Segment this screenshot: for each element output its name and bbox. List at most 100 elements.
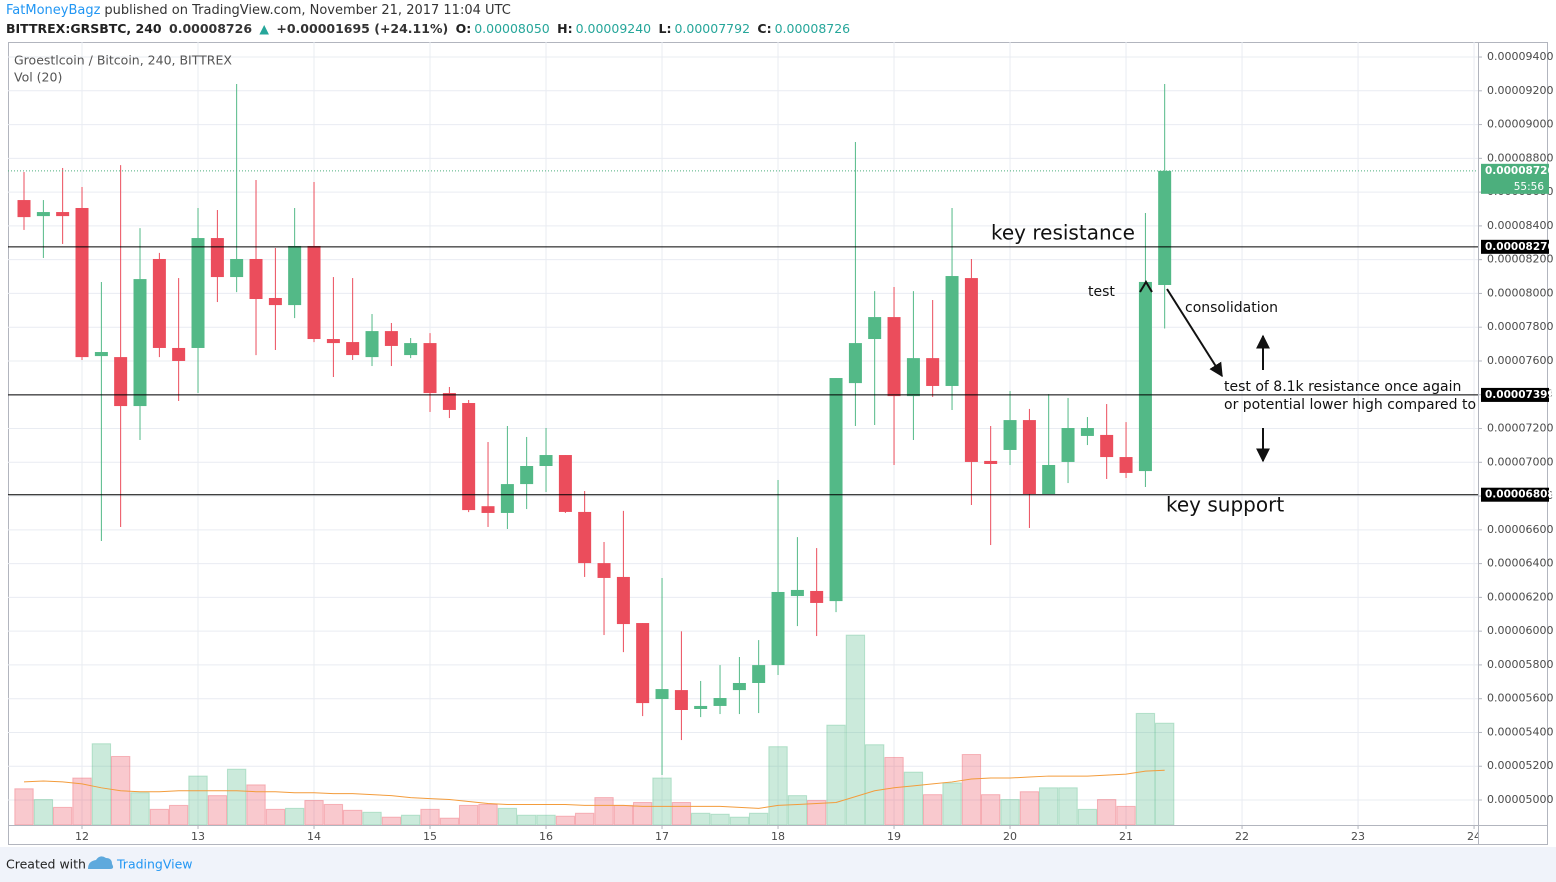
legend: Groestlcoin / Bitcoin, 240, BITTREX <box>14 53 232 68</box>
last-price-label: 0.00008726 <box>1485 165 1555 177</box>
level-tag <box>1481 487 1549 502</box>
candle-body <box>404 343 418 356</box>
footer-brand[interactable]: TradingView <box>116 857 193 872</box>
candle-body <box>423 343 437 394</box>
volume-bar <box>768 746 788 825</box>
candle-body <box>1100 434 1114 458</box>
volume-bar <box>980 794 1001 825</box>
candle-body <box>249 258 263 300</box>
candle-body <box>75 207 89 358</box>
candle-body <box>964 278 978 462</box>
c-label: C: <box>757 21 772 36</box>
volume-bar <box>1096 799 1117 825</box>
volume-bar <box>400 814 421 825</box>
volume-bar <box>806 800 827 825</box>
y-tick-label: 0.00006200 <box>1487 590 1553 603</box>
volume-bar <box>748 812 769 825</box>
candle-body <box>597 563 611 578</box>
grid <box>8 42 1478 825</box>
volume-bar <box>284 807 305 825</box>
candle-body <box>17 200 31 218</box>
volume-bar <box>787 795 808 825</box>
volume-bar <box>72 777 92 825</box>
level-tag <box>1481 239 1549 254</box>
volume-bar <box>420 808 440 825</box>
candle-body <box>288 245 302 306</box>
volume-bar <box>613 804 634 825</box>
volume-bar <box>1135 712 1156 825</box>
volume-bar <box>884 756 904 825</box>
candle-body <box>539 455 553 467</box>
volume-bar <box>362 811 382 825</box>
y-tick-label: 0.00009200 <box>1487 84 1553 97</box>
o-value: 0.00008050 <box>474 21 550 36</box>
volume-bar <box>1038 787 1059 825</box>
volume-bar <box>864 744 885 825</box>
y-tick-label: 0.00006400 <box>1487 557 1553 570</box>
volume-bar <box>1000 799 1020 825</box>
h-label: H: <box>557 21 573 36</box>
candle-body <box>1119 457 1133 473</box>
volume-bar <box>536 814 556 825</box>
y-tick-label: 0.00005000 <box>1487 793 1553 806</box>
volume-bar <box>246 784 266 825</box>
y-tick-label: 0.00007200 <box>1487 422 1553 435</box>
x-tick-label: 20 <box>1003 830 1017 843</box>
volume-bar <box>729 816 750 825</box>
candle-body <box>713 698 727 706</box>
volume-bar <box>478 803 498 825</box>
annotation: test of 8.1k resistance once again <box>1224 379 1461 395</box>
candle-body <box>636 623 650 704</box>
candle-body <box>191 238 205 348</box>
candle-body <box>578 511 592 564</box>
y-tick-label: 0.00007800 <box>1487 320 1553 333</box>
x-tick-label: 12 <box>75 830 89 843</box>
candle-body <box>442 393 456 410</box>
y-tick-label: 0.00008800 <box>1487 151 1553 164</box>
y-tick-label: 0.00009400 <box>1487 50 1553 63</box>
volume-bar <box>671 801 692 825</box>
candle-body <box>674 690 688 711</box>
c-value: 0.00008726 <box>774 21 851 36</box>
volume-pane <box>14 634 1175 825</box>
candle-body <box>752 665 766 683</box>
levels <box>8 170 1478 496</box>
candle-body <box>771 591 785 666</box>
x-tick-label: 18 <box>771 830 785 843</box>
volume-bar <box>555 815 576 825</box>
annotation: consolidation <box>1185 300 1278 316</box>
test-arrow <box>1139 280 1153 293</box>
volume-bar <box>33 799 54 825</box>
x-tick-label: 21 <box>1119 830 1133 843</box>
x-tick-label: 24 <box>1467 830 1481 843</box>
volume-bar <box>265 808 286 825</box>
price-axis: 0.00005000 0.00005200 0.00005400 0.00005600… <box>1478 50 1553 806</box>
countdown: 55:56 <box>1514 181 1545 193</box>
candle-body <box>558 455 572 512</box>
candle-body <box>172 347 186 361</box>
volume-bar <box>14 788 34 825</box>
candle-body <box>36 212 50 217</box>
time-axis: 12 13 14 15 16 17 18 19 20 21 22 23 24 <box>75 825 1481 843</box>
volume-bar <box>1019 791 1040 825</box>
y-tick-label: 0.00008200 <box>1487 253 1553 266</box>
volume-bar <box>632 801 653 825</box>
candle-body <box>346 342 360 356</box>
candle-body <box>984 460 998 464</box>
footer-text: Created with <box>6 857 86 872</box>
volume-bar <box>1116 805 1136 825</box>
candle-body <box>307 245 321 340</box>
author-link[interactable]: FatMoneyBagz <box>6 3 101 18</box>
candles <box>17 84 1172 776</box>
candle-body <box>1080 428 1094 436</box>
volume-bar <box>594 797 614 825</box>
candle-body <box>1042 464 1056 495</box>
volume-bar <box>188 775 208 825</box>
volume-bar <box>845 634 866 825</box>
volume-bar <box>516 814 537 825</box>
volume-bar <box>130 792 150 825</box>
price-tags: 0.00008276 0.00007399 0.00006808 0.00008726… <box>1481 163 1555 502</box>
volume-bar <box>942 782 962 825</box>
y-tick-label: 0.00008000 <box>1487 286 1553 299</box>
y-tick-label: 0.00005800 <box>1487 658 1553 671</box>
